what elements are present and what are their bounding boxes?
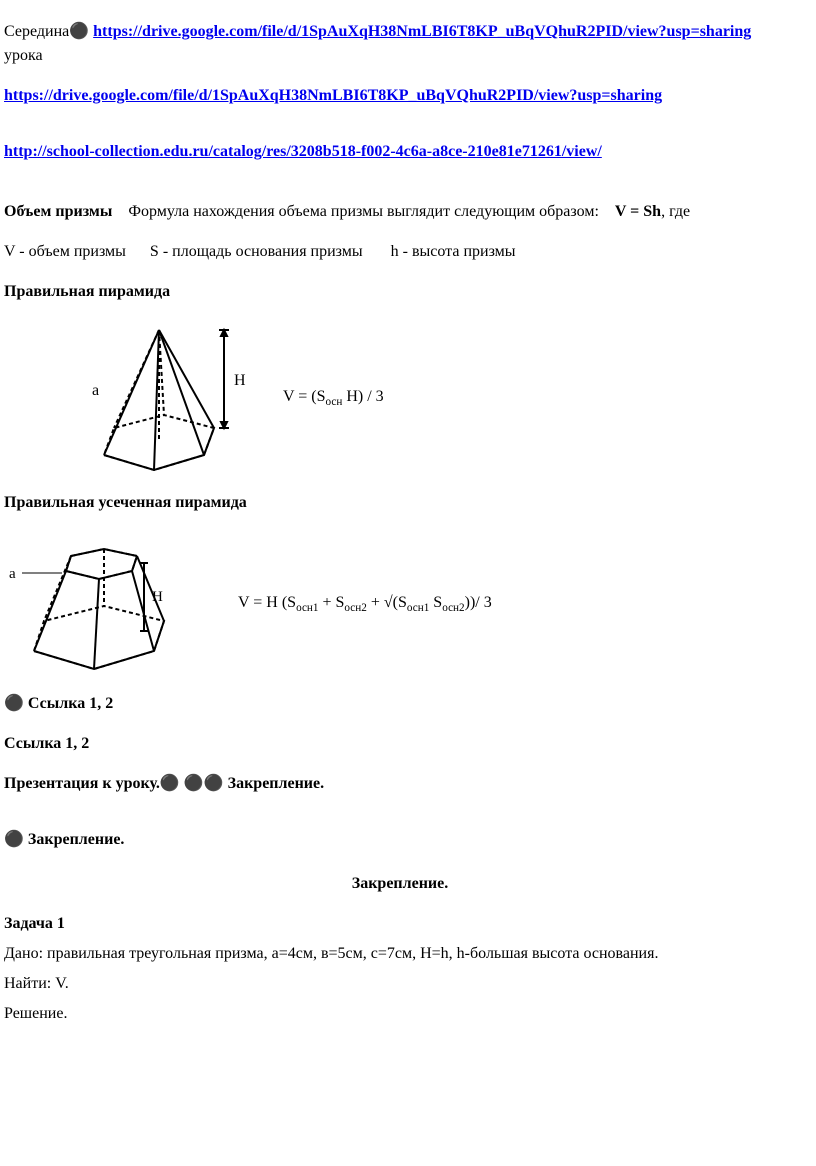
- trunc-figure: a H: [4, 531, 214, 676]
- pyramid-figure: a H: [4, 320, 259, 475]
- pyramid-formula: V = (Sосн H) / 3: [283, 385, 384, 411]
- prism-title: Объем призмы: [4, 203, 112, 220]
- task-given: Дано: правильная треугольная призма, a=4…: [4, 942, 796, 966]
- school-collection-link[interactable]: http://school-collection.edu.ru/catalog/…: [4, 143, 602, 160]
- drive-link-2[interactable]: https://drive.google.com/file/d/1SpAuXqH…: [4, 87, 662, 104]
- trunc-formula: V = H (Sосн1 + Sосн2 + √(Sосн1 Sосн2))/ …: [238, 591, 492, 617]
- task-find: Найти: V.: [4, 972, 796, 996]
- intro-line: Середина урока⚫ https://drive.google.com…: [4, 20, 796, 68]
- link-ref-1: ⚫ Ссылка 1, 2: [4, 692, 796, 716]
- prism-vars: V - объем призмы S - площадь основания п…: [4, 240, 796, 264]
- seredina-label: Середина урока: [4, 20, 69, 68]
- trunc-label-a: a: [9, 566, 16, 582]
- prism-formula: V = Sh: [615, 203, 661, 220]
- prism-volume-para: Объем призмы Формула нахождения объема п…: [4, 200, 796, 224]
- fix-2: ⚫ Закрепление.: [4, 828, 796, 852]
- drive-link-1[interactable]: https://drive.google.com/file/d/1SpAuXqH…: [93, 23, 751, 40]
- pyramid-label-h: H: [234, 372, 246, 389]
- task-solution: Решение.: [4, 1002, 796, 1026]
- link-ref-2: Ссылка 1, 2: [4, 732, 796, 756]
- pyramid-title: Правильная пирамида: [4, 280, 796, 304]
- task-title: Задача 1: [4, 912, 796, 936]
- pyramid-label-a: a: [92, 382, 99, 399]
- trunc-label-h: H: [152, 589, 163, 605]
- trunc-pyramid-title: Правильная усеченная пирамида: [4, 491, 796, 515]
- presentation-line: Презентация к уроку.⚫ ⚫⚫ Закрепление.: [4, 772, 796, 796]
- pyramid-figure-row: a H V = (Sосн H) / 3: [4, 320, 796, 475]
- trunc-figure-row: a H V = H (Sосн1 + Sосн2 + √(Sосн1 Sосн2…: [4, 531, 796, 676]
- fix-3: Закрепление.: [4, 872, 796, 896]
